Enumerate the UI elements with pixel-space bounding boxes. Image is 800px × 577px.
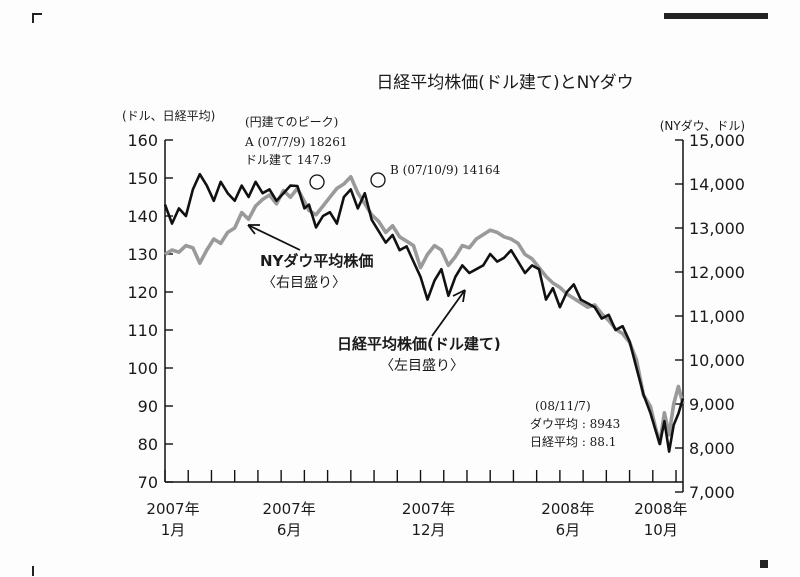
left-tick-label: 140: [127, 207, 158, 226]
right-tick-label: 15,000: [689, 131, 745, 150]
annotation-a-line-3: ドル建て 147.9: [245, 153, 331, 167]
nikkei-label-arrow: [431, 289, 466, 337]
nikkei-label-arrowhead: [452, 289, 466, 303]
right-tick-label: 11,000: [689, 307, 745, 326]
right-axis-label: (NYダウ、ドル): [660, 118, 745, 133]
scan-corner-mark: [32, 566, 34, 576]
right-tick-label: 10,000: [689, 351, 745, 370]
dow-series-label: NYダウ平均株価: [260, 252, 373, 270]
peak-a-marker: [309, 174, 325, 190]
x-tick-label-year: 2007年: [402, 500, 455, 518]
right-tick-label: 13,000: [689, 219, 745, 238]
right-tick-label: 7,000: [689, 483, 735, 502]
left-axis-label: (ドル、日経平均): [122, 109, 215, 123]
annotation-c-line-3: 日経平均 : 88.1: [530, 435, 616, 449]
annotation-c-line-1: (08/11/7): [535, 399, 591, 413]
dow-label-arrowhead: [247, 224, 260, 235]
dow-series-sublabel: 〈右目盛り〉: [262, 275, 346, 291]
x-tick-label-year: 2007年: [263, 500, 316, 518]
left-tick-label: 160: [127, 131, 158, 150]
left-tick-label: 70: [138, 473, 158, 492]
left-tick-label: 150: [127, 169, 158, 188]
dow-label-arrow: [247, 224, 301, 251]
right-tick-label: 14,000: [689, 175, 745, 194]
left-tick-label: 130: [127, 245, 158, 264]
series-layer: [163, 172, 685, 453]
scan-corner-mark: [32, 13, 34, 23]
scan-corner-mark: [760, 560, 768, 568]
annotation-a-line-1: (円建てのピーク): [245, 115, 338, 129]
x-tick-label-year: 2008年: [634, 500, 687, 518]
nikkei-series-sublabel: 〈左目盛り〉: [380, 358, 464, 374]
right-tick-label: 8,000: [689, 439, 735, 458]
left-tick-label: 80: [138, 435, 158, 454]
left-tick-label: 100: [127, 359, 158, 378]
left-tick-label: 110: [127, 321, 158, 340]
peak-b-marker: [370, 172, 386, 188]
left-tick-label: 120: [127, 283, 158, 302]
annotation-b-line-1: B (07/10/9) 14164: [390, 163, 501, 177]
scan-corner-mark: [664, 13, 768, 19]
right-tick-label: 9,000: [689, 395, 735, 414]
annotation-a-line-2: A (07/7/9) 18261: [244, 135, 347, 149]
x-tick-label-month: 6月: [556, 521, 581, 539]
x-tick-label-month: 12月: [411, 521, 445, 539]
right-axis-ticks: 7,000 8,000 9,000 10,000 11,000 12,000 13,000 1…: [675, 131, 745, 502]
chart-title: 日経平均株価(ドル建て)とNYダウ: [376, 73, 633, 93]
right-tick-label: 12,000: [689, 263, 745, 282]
annotation-c-line-2: ダウ平均 : 8943: [530, 416, 620, 431]
x-tick-label-year: 2008年: [541, 500, 594, 518]
x-axis-ticks: 2007年 1月 2007年 6月 2007年 12月 2008年 6月 2008年 10月: [146, 470, 687, 539]
left-axis-ticks: 70 80 90 100 110 120 130 140 150 160: [127, 131, 173, 492]
left-tick-label: 90: [138, 397, 158, 416]
nikkei-series-label: 日経平均株価(ドル建て): [337, 335, 501, 353]
x-tick-label-year: 2007年: [146, 500, 199, 518]
scan-corner-mark: [32, 13, 42, 15]
ny-dow-line: [164, 175, 685, 446]
x-tick-label-month: 10月: [644, 521, 678, 539]
x-tick-label-month: 6月: [277, 521, 302, 539]
x-tick-label-month: 1月: [161, 521, 186, 539]
nikkei-dollar-line: [163, 172, 685, 453]
